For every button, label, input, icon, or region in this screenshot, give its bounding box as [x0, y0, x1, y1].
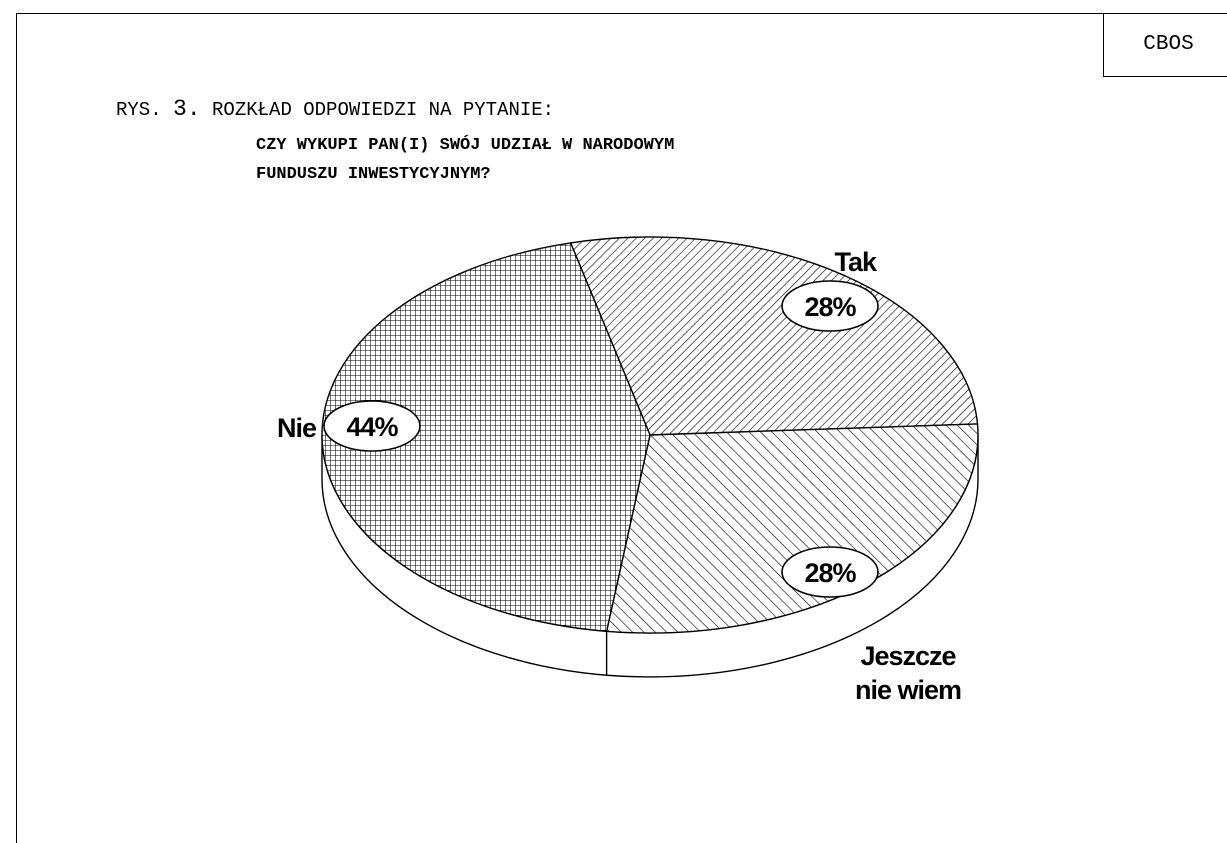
category-label-tak: Tak [834, 247, 878, 277]
figure-label: RYS. 3. ROZKŁAD ODPOWIEDZI NA PYTANIE: [116, 96, 554, 122]
pie-slice-nie [321, 242, 651, 633]
figure-prefix: RYS. [116, 99, 162, 121]
value-bubble-nie [323, 400, 421, 452]
question-line-2: FUNDUSZU INWESTYCYJNYM? [256, 165, 491, 184]
pie-slices [321, 236, 979, 634]
category-label-jeszcze-nie-wiem: Jeszcze [860, 641, 956, 671]
question-line-1: CZY WYKUPI PAN(I) SWÓJ UDZIAŁ W NARODOWY… [256, 136, 675, 155]
chart-frame [16, 13, 1227, 843]
pie-slice-tak [569, 236, 979, 436]
source-label: CBOS [1143, 33, 1194, 56]
category-label-nie: Nie [277, 413, 317, 443]
figure-number: 3. [173, 96, 201, 122]
source-badge: CBOS [1103, 13, 1227, 77]
category-label-jeszcze-nie-wiem: nie wiem [855, 675, 961, 705]
value-label-jeszcze-nie-wiem: 28% [804, 558, 856, 588]
figure-caption: ROZKŁAD ODPOWIEDZI NA PYTANIE: [212, 99, 555, 121]
value-label-tak: 28% [804, 292, 856, 322]
pie-labels: 28% Tak 28% Jeszcze nie wiem 44% Nie [277, 247, 962, 705]
value-label-nie: 44% [346, 412, 398, 442]
value-bubble-tak [781, 280, 879, 332]
pie-slice-jeszcze-nie-wiem [605, 423, 979, 634]
value-bubble-jeszcze-nie-wiem [781, 546, 879, 598]
